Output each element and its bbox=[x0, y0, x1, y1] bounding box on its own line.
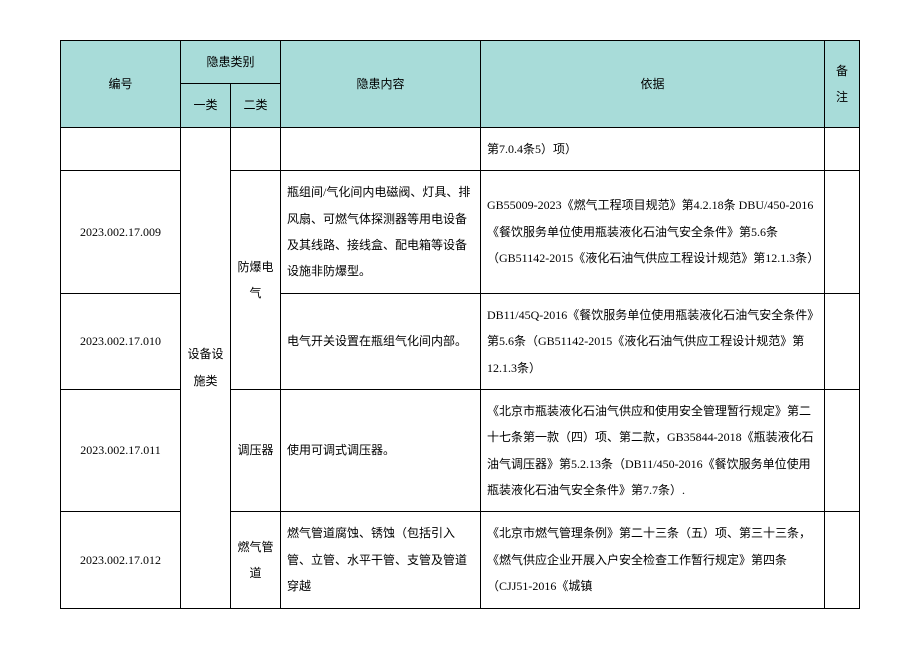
header-cat1: 一类 bbox=[181, 84, 231, 127]
cell-note bbox=[825, 389, 860, 512]
header-basis: 依据 bbox=[481, 41, 825, 128]
cell-content: 燃气管道腐蚀、锈蚀（包括引入管、立管、水平干管、支管及管道穿越 bbox=[281, 512, 481, 608]
cell-cat2: 调压器 bbox=[231, 389, 281, 512]
cell-cat2 bbox=[231, 127, 281, 170]
cell-id: 2023.002.17.009 bbox=[61, 171, 181, 294]
cell-id bbox=[61, 127, 181, 170]
cell-content bbox=[281, 127, 481, 170]
cell-id: 2023.002.17.012 bbox=[61, 512, 181, 608]
cell-id: 2023.002.17.010 bbox=[61, 293, 181, 389]
table-row: 2023.002.17.011 调压器 使用可调式调压器。 《北京市瓶装液化石油… bbox=[61, 389, 860, 512]
cell-note bbox=[825, 512, 860, 608]
cell-cat2: 防爆电气 bbox=[231, 171, 281, 390]
cell-basis: 《北京市瓶装液化石油气供应和使用安全管理暂行规定》第二十七条第一款（四）项、第二… bbox=[481, 389, 825, 512]
cell-note bbox=[825, 171, 860, 294]
header-cat2: 二类 bbox=[231, 84, 281, 127]
header-note: 备注 bbox=[825, 41, 860, 128]
cell-cat2: 燃气管道 bbox=[231, 512, 281, 608]
table-row: 2023.002.17.009 防爆电气 瓶组间/气化间内电磁阀、灯具、排风扇、… bbox=[61, 171, 860, 294]
header-content: 隐患内容 bbox=[281, 41, 481, 128]
table-row: 设备设施类 第7.0.4条5）项） bbox=[61, 127, 860, 170]
cell-note bbox=[825, 293, 860, 389]
cell-basis: GB55009-2023《燃气工程项目规范》第4.2.18条 DBU/450-2… bbox=[481, 171, 825, 294]
cell-basis: 《北京市燃气管理条例》第二十三条（五）项、第三十三条，《燃气供应企业开展入户安全… bbox=[481, 512, 825, 608]
cell-basis: 第7.0.4条5）项） bbox=[481, 127, 825, 170]
table-row: 2023.002.17.010 电气开关设置在瓶组气化间内部。 DB11/45Q… bbox=[61, 293, 860, 389]
cell-id: 2023.002.17.011 bbox=[61, 389, 181, 512]
cell-content: 瓶组间/气化间内电磁阀、灯具、排风扇、可燃气体探测器等用电设备及其线路、接线盒、… bbox=[281, 171, 481, 294]
hazard-table: 编号 隐患类别 隐患内容 依据 备注 一类 二类 设备设施类 第7.0.4条5）… bbox=[60, 40, 860, 609]
cell-basis: DB11/45Q-2016《餐饮服务单位使用瓶装液化石油气安全条件》第5.6条（… bbox=[481, 293, 825, 389]
header-id: 编号 bbox=[61, 41, 181, 128]
cell-content: 电气开关设置在瓶组气化间内部。 bbox=[281, 293, 481, 389]
table-row: 2023.002.17.012 燃气管道 燃气管道腐蚀、锈蚀（包括引入管、立管、… bbox=[61, 512, 860, 608]
cell-note bbox=[825, 127, 860, 170]
cell-content: 使用可调式调压器。 bbox=[281, 389, 481, 512]
header-hazard-type: 隐患类别 bbox=[181, 41, 281, 84]
cell-cat1: 设备设施类 bbox=[181, 127, 231, 608]
